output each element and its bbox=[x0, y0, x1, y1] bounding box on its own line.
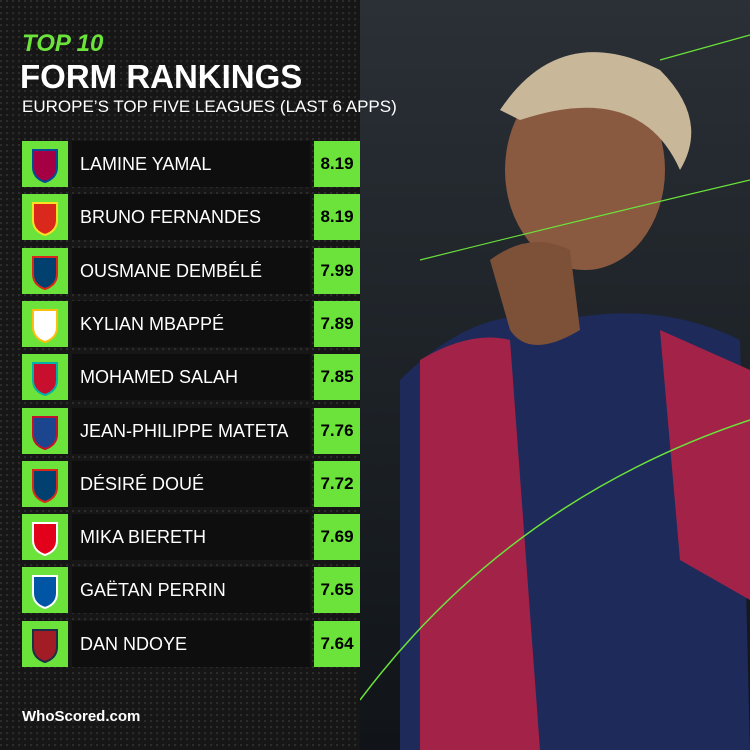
ranking-row: MIKA BIERETH 7.69 bbox=[22, 514, 360, 561]
ranking-row: JEAN-PHILIPPE MATETA 7.76 bbox=[22, 407, 360, 454]
ranking-row: DAN NDOYE 7.64 bbox=[22, 620, 360, 667]
player-name: LAMINE YAMAL bbox=[72, 141, 310, 187]
club-crest bbox=[22, 514, 68, 561]
player-rating: 7.64 bbox=[314, 620, 360, 667]
player-photo bbox=[360, 0, 750, 750]
club-crest bbox=[22, 460, 68, 507]
player-rating: 7.65 bbox=[314, 567, 360, 614]
crest-icon bbox=[32, 415, 58, 450]
player-name: OUSMANE DEMBÉLÉ bbox=[72, 247, 310, 294]
club-crest bbox=[22, 247, 68, 294]
player-rating: 7.69 bbox=[314, 514, 360, 561]
crest-icon bbox=[32, 468, 58, 503]
club-crest bbox=[22, 194, 68, 241]
crest-icon bbox=[32, 575, 58, 610]
player-name: KYLIAN MBAPPÉ bbox=[72, 300, 310, 347]
player-name: MOHAMED SALAH bbox=[72, 354, 310, 401]
player-name: MIKA BIERETH bbox=[72, 514, 310, 561]
club-crest bbox=[22, 141, 68, 187]
ranking-row: OUSMANE DEMBÉLÉ 7.99 bbox=[22, 247, 360, 294]
player-name: DAN NDOYE bbox=[72, 620, 310, 667]
ranking-row: BRUNO FERNANDES 8.19 bbox=[22, 194, 360, 241]
player-rating: 7.85 bbox=[314, 354, 360, 401]
title: FORM RANKINGS bbox=[20, 58, 303, 95]
player-rating: 8.19 bbox=[314, 194, 360, 241]
club-crest bbox=[22, 354, 68, 401]
ranking-row: DÉSIRÉ DOUÉ 7.72 bbox=[22, 460, 360, 507]
brand-logo: WhoScored.com bbox=[22, 708, 141, 725]
player-rating: 7.99 bbox=[314, 247, 360, 294]
crest-icon bbox=[32, 522, 58, 557]
club-crest bbox=[22, 300, 68, 347]
crest-icon bbox=[32, 308, 58, 343]
ranking-row: MOHAMED SALAH 7.85 bbox=[22, 354, 360, 401]
crest-icon bbox=[32, 255, 58, 290]
club-crest bbox=[22, 407, 68, 454]
ranking-row: GAËTAN PERRIN 7.65 bbox=[22, 567, 360, 614]
player-rating: 8.19 bbox=[314, 141, 360, 187]
player-name: DÉSIRÉ DOUÉ bbox=[72, 460, 310, 507]
player-name: JEAN-PHILIPPE MATETA bbox=[72, 407, 310, 454]
player-name: GAËTAN PERRIN bbox=[72, 567, 310, 614]
club-crest bbox=[22, 567, 68, 614]
crest-icon bbox=[32, 362, 58, 397]
player-name: BRUNO FERNANDES bbox=[72, 194, 310, 241]
ranking-row: LAMINE YAMAL 8.19 bbox=[22, 141, 360, 187]
player-rating: 7.89 bbox=[314, 300, 360, 347]
crest-icon bbox=[32, 149, 58, 184]
ranking-row: KYLIAN MBAPPÉ 7.89 bbox=[22, 300, 360, 347]
crest-icon bbox=[32, 202, 58, 237]
club-crest bbox=[22, 620, 68, 667]
kicker: TOP 10 bbox=[22, 30, 104, 57]
crest-icon bbox=[32, 628, 58, 663]
player-rating: 7.72 bbox=[314, 460, 360, 507]
player-rating: 7.76 bbox=[314, 407, 360, 454]
subtitle: EUROPE’S TOP FIVE LEAGUES (LAST 6 APPS) bbox=[22, 97, 397, 116]
